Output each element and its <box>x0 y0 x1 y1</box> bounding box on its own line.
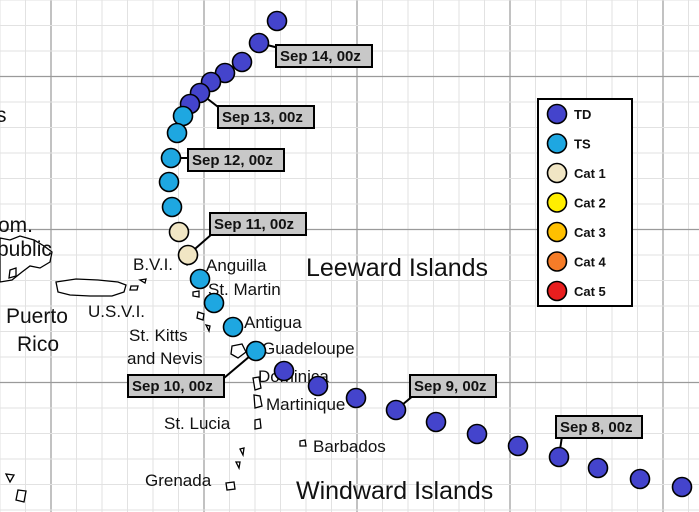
track-point <box>385 399 407 421</box>
label-text: Sep 14, 00z <box>280 48 361 65</box>
track-point <box>345 387 367 409</box>
time-labels: Sep 14, 00z Sep 13, 00z Sep 12, 00z Sep 11,… <box>127 42 643 458</box>
track-point <box>172 105 194 127</box>
label-text: Sep 8, 00z <box>560 419 633 436</box>
legend-swatch <box>546 280 568 302</box>
place-st-kitts-2: and Nevis <box>127 349 203 368</box>
legend-entry: TD <box>546 103 591 125</box>
track-point <box>160 147 182 169</box>
land-small-islands <box>4 260 307 503</box>
place-martinique: Martinique <box>266 395 345 414</box>
track-point <box>189 268 211 290</box>
time-label-sep-11: Sep 11, 00z <box>187 212 307 256</box>
time-label-sep-12: Sep 12, 00z <box>171 148 285 172</box>
label-box <box>209 212 307 236</box>
legend-label: Cat 3 <box>574 225 606 240</box>
track-point <box>548 446 570 468</box>
place-dom-partial: om. <box>0 214 33 237</box>
legend: TD TS Cat 1 Cat 2 Cat 3 Cat 4 Cat 5 <box>537 98 633 307</box>
legend-entry: Cat 1 <box>546 162 606 184</box>
label-text: Sep 11, 00z <box>214 216 294 233</box>
track-point <box>273 360 295 382</box>
legend-label: TS <box>574 137 591 152</box>
track-point <box>168 221 190 243</box>
legend-entry: Cat 2 <box>546 192 606 213</box>
track-point <box>266 10 288 32</box>
label-box <box>409 374 497 398</box>
time-label-sep-14: Sep 14, 00z <box>258 42 373 68</box>
legend-entry: TS <box>546 133 591 154</box>
place-windward-islands: Windward Islands <box>296 477 493 505</box>
legend-label: Cat 1 <box>574 166 606 181</box>
label-box <box>217 105 315 129</box>
track-point <box>177 244 199 266</box>
legend-swatch <box>546 103 568 125</box>
place-leeward-islands: Leeward Islands <box>306 254 488 282</box>
time-label-sep-8: Sep 8, 00z <box>555 415 643 458</box>
place-antigua: Antigua <box>244 313 302 332</box>
track-point <box>307 375 329 397</box>
track-point <box>466 423 488 445</box>
label-text: Sep 10, 00z <box>132 378 213 395</box>
place-puerto-rico-2: Rico <box>17 333 59 356</box>
label-box <box>127 374 225 398</box>
track-point <box>158 171 180 193</box>
place-st-kitts-1: St. Kitts <box>129 326 188 345</box>
place-guadeloupe: Guadeloupe <box>262 339 355 358</box>
place-usvi: U.S.V.I. <box>88 302 145 321</box>
place-bvi: B.V.I. <box>133 255 173 274</box>
legend-swatch <box>546 133 568 154</box>
time-label-sep-9: Sep 9, 00z <box>395 374 497 411</box>
track-point <box>507 435 529 457</box>
track-point <box>671 476 693 498</box>
storm-track <box>158 10 693 498</box>
label-text: Sep 13, 00z <box>222 109 303 126</box>
legend-entry: Cat 3 <box>546 221 606 243</box>
place-puerto-rico-1: Puerto <box>6 305 68 328</box>
track-point <box>629 468 651 490</box>
place-grenada: Grenada <box>145 471 212 490</box>
legend-entry: Cat 4 <box>546 251 607 272</box>
track-point <box>161 196 183 218</box>
legend-swatch <box>546 251 568 272</box>
label-box <box>187 148 285 172</box>
place-names: Leeward Islands Windward Islands Puerto Ric… <box>0 104 493 505</box>
track-point <box>425 411 447 433</box>
legend-entry: Cat 5 <box>546 280 606 302</box>
legend-swatch <box>546 192 568 213</box>
place-s-partial: s <box>0 104 7 127</box>
label-box <box>275 44 373 68</box>
legend-label: Cat 4 <box>574 255 607 270</box>
label-box <box>555 415 643 439</box>
place-barbados: Barbados <box>313 437 386 456</box>
track-point <box>203 292 225 314</box>
track-point <box>166 122 188 144</box>
place-st-lucia: St. Lucia <box>164 414 231 433</box>
track-point <box>222 316 244 338</box>
time-label-sep-13: Sep 13, 00z <box>199 92 315 129</box>
place-republic-partial: public <box>0 238 52 261</box>
label-text: Sep 9, 00z <box>414 378 487 395</box>
land-puerto-rico <box>55 278 127 297</box>
place-st-martin: St. Martin <box>208 280 281 299</box>
legend-label: Cat 2 <box>574 196 606 211</box>
track-point <box>248 32 270 54</box>
label-text: Sep 12, 00z <box>192 152 273 169</box>
place-anguilla: Anguilla <box>206 256 267 275</box>
legend-label: TD <box>574 107 591 122</box>
track-point <box>231 51 253 73</box>
legend-swatch <box>546 162 568 184</box>
track-point <box>587 457 609 479</box>
legend-label: Cat 5 <box>574 284 606 299</box>
track-point <box>245 340 267 362</box>
legend-swatch <box>546 221 568 243</box>
